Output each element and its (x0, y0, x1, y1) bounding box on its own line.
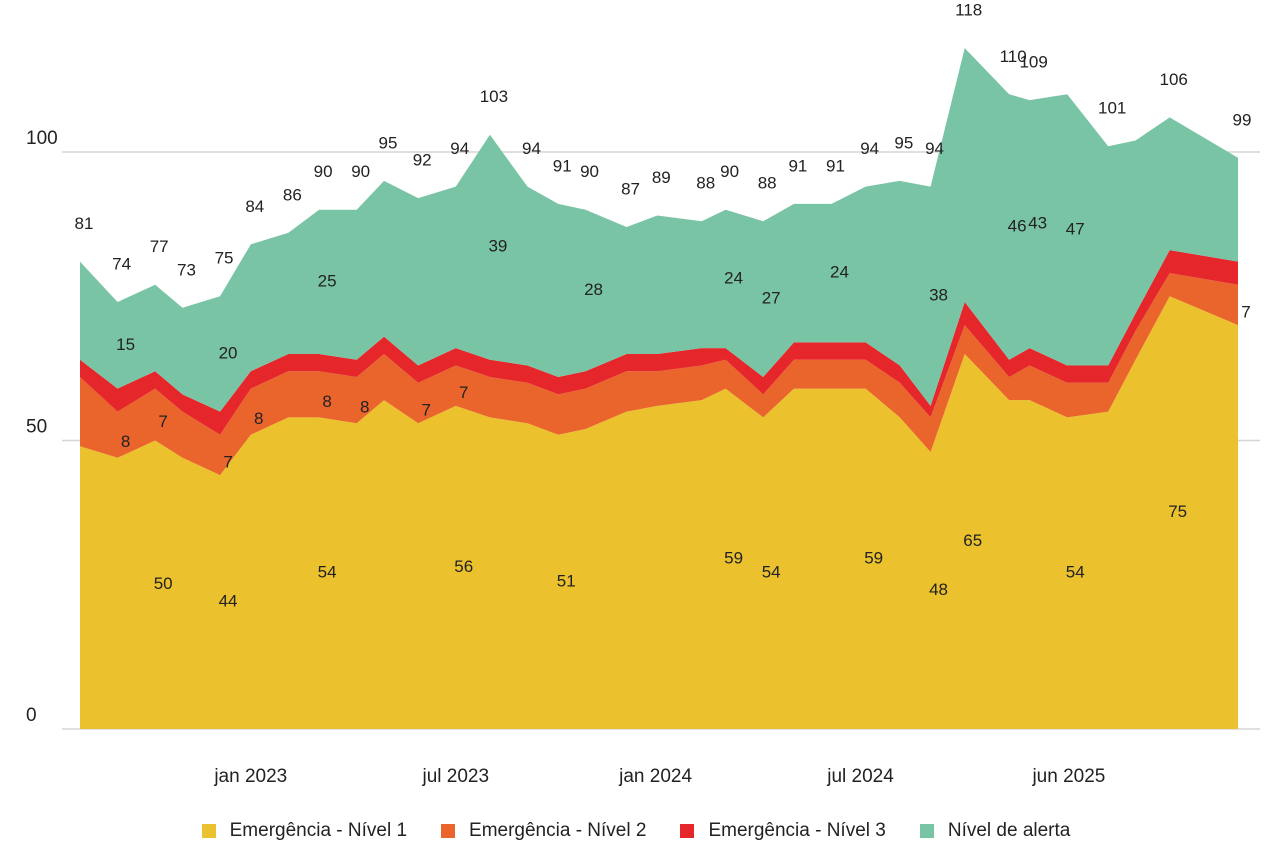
series-label: 24 (724, 268, 743, 287)
legend-label: Emergência - Nível 1 (229, 820, 408, 841)
legend-item-nivel-1: Emergência - Nível 1 (201, 820, 408, 842)
legend-swatch (919, 824, 934, 838)
series-label: 15 (116, 335, 135, 354)
total-label: 99 (1233, 110, 1252, 129)
series-label: 27 (762, 289, 781, 308)
total-label: 73 (177, 260, 196, 279)
series-label: 7 (459, 383, 468, 402)
series-label: 8 (254, 409, 263, 428)
series-label: 7 (1241, 302, 1250, 321)
series-label: 59 (724, 548, 743, 567)
series-label: 47 (1066, 219, 1085, 238)
x-tick-label: jul 2023 (421, 766, 489, 787)
total-label: 101 (1098, 99, 1126, 118)
x-tick-label: jun 2025 (1031, 766, 1105, 787)
total-label: 81 (75, 214, 94, 233)
x-tick-label: jan 2024 (618, 766, 692, 787)
series-label: 39 (488, 237, 507, 256)
total-label: 94 (925, 139, 944, 158)
total-label: 94 (522, 139, 541, 158)
area-emerg-ncia-n-vel-2 (80, 273, 1238, 476)
legend-swatch (201, 824, 216, 838)
area-emerg-ncia-n-vel-1 (80, 296, 1238, 729)
series-label: 25 (318, 271, 337, 290)
total-label: 103 (480, 87, 508, 106)
legend-label: Emergência - Nível 3 (708, 820, 886, 841)
series-label: 46 (1008, 216, 1027, 235)
y-axis-ticks: 0 50 100 (26, 128, 58, 726)
legend-label: Nível de alerta (947, 820, 1071, 841)
series-label: 51 (557, 571, 576, 590)
series-label: 7 (158, 412, 167, 431)
series-label: 8 (121, 432, 130, 451)
total-label: 90 (580, 162, 599, 181)
series-label: 28 (584, 280, 603, 299)
total-label: 89 (652, 168, 671, 187)
total-label: 91 (553, 156, 572, 175)
legend: Emergência - Nível 1 Emergência - Nível … (0, 820, 1272, 842)
series-label: 54 (318, 563, 337, 582)
series-label: 50 (154, 574, 173, 593)
total-label: 91 (788, 156, 807, 175)
total-label: 92 (413, 151, 432, 170)
y-tick-label: 100 (26, 128, 58, 149)
series-label: 44 (219, 592, 238, 611)
series-label: 54 (1066, 563, 1085, 582)
series-label: 75 (1168, 502, 1187, 521)
series-label: 38 (929, 286, 948, 305)
total-label: 86 (283, 185, 302, 204)
total-label: 109 (1019, 53, 1047, 72)
series-label: 43 (1028, 214, 1047, 233)
total-label: 95 (894, 133, 913, 152)
areas (80, 48, 1238, 729)
series-label: 20 (219, 343, 238, 362)
total-label: 88 (758, 174, 777, 193)
total-label: 77 (150, 237, 169, 256)
series-label: 54 (762, 563, 781, 582)
total-label: 74 (112, 255, 131, 274)
total-label: 75 (215, 249, 234, 268)
y-tick-label: 0 (26, 705, 37, 726)
area-n-vel-de-alerta (80, 48, 1238, 412)
legend-item-nivel-2: Emergência - Nível 2 (441, 820, 646, 842)
series-label: 7 (223, 452, 232, 471)
total-label: 90 (720, 162, 739, 181)
total-label: 110 (1000, 47, 1027, 66)
total-label: 91 (826, 156, 845, 175)
series-label: 24 (830, 263, 849, 282)
y-tick-label: 50 (26, 417, 47, 438)
legend-item-nivel-3: Emergência - Nível 3 (680, 820, 886, 842)
series-label: 7 (421, 400, 430, 419)
total-label: 94 (450, 139, 469, 158)
total-label: 84 (245, 197, 264, 216)
total-label: 90 (314, 162, 333, 181)
series-label: 56 (454, 557, 473, 576)
legend-swatch (441, 824, 456, 838)
legend-item-alerta: Nível de alerta (919, 820, 1071, 842)
total-label: 88 (696, 174, 715, 193)
total-label: 118 (955, 1, 982, 20)
series-label: 8 (322, 392, 331, 411)
series-label: 8 (360, 398, 369, 417)
legend-swatch (680, 824, 695, 838)
series-label: 59 (864, 548, 883, 567)
total-label: 90 (351, 162, 370, 181)
total-label: 87 (621, 179, 640, 198)
series-label: 48 (929, 580, 948, 599)
legend-label: Emergência - Nível 2 (469, 820, 647, 841)
total-label: 106 (1159, 70, 1187, 89)
area-emerg-ncia-n-vel-3 (80, 250, 1238, 435)
series-label: 65 (963, 531, 982, 550)
total-label: 94 (860, 139, 879, 158)
x-tick-label: jul 2024 (826, 766, 894, 787)
x-tick-label: jan 2023 (213, 766, 287, 787)
x-axis-ticks: jan 2023 jul 2023 jan 2024 jul 2024 jun 2025 (213, 766, 1105, 787)
total-label: 95 (379, 133, 398, 152)
